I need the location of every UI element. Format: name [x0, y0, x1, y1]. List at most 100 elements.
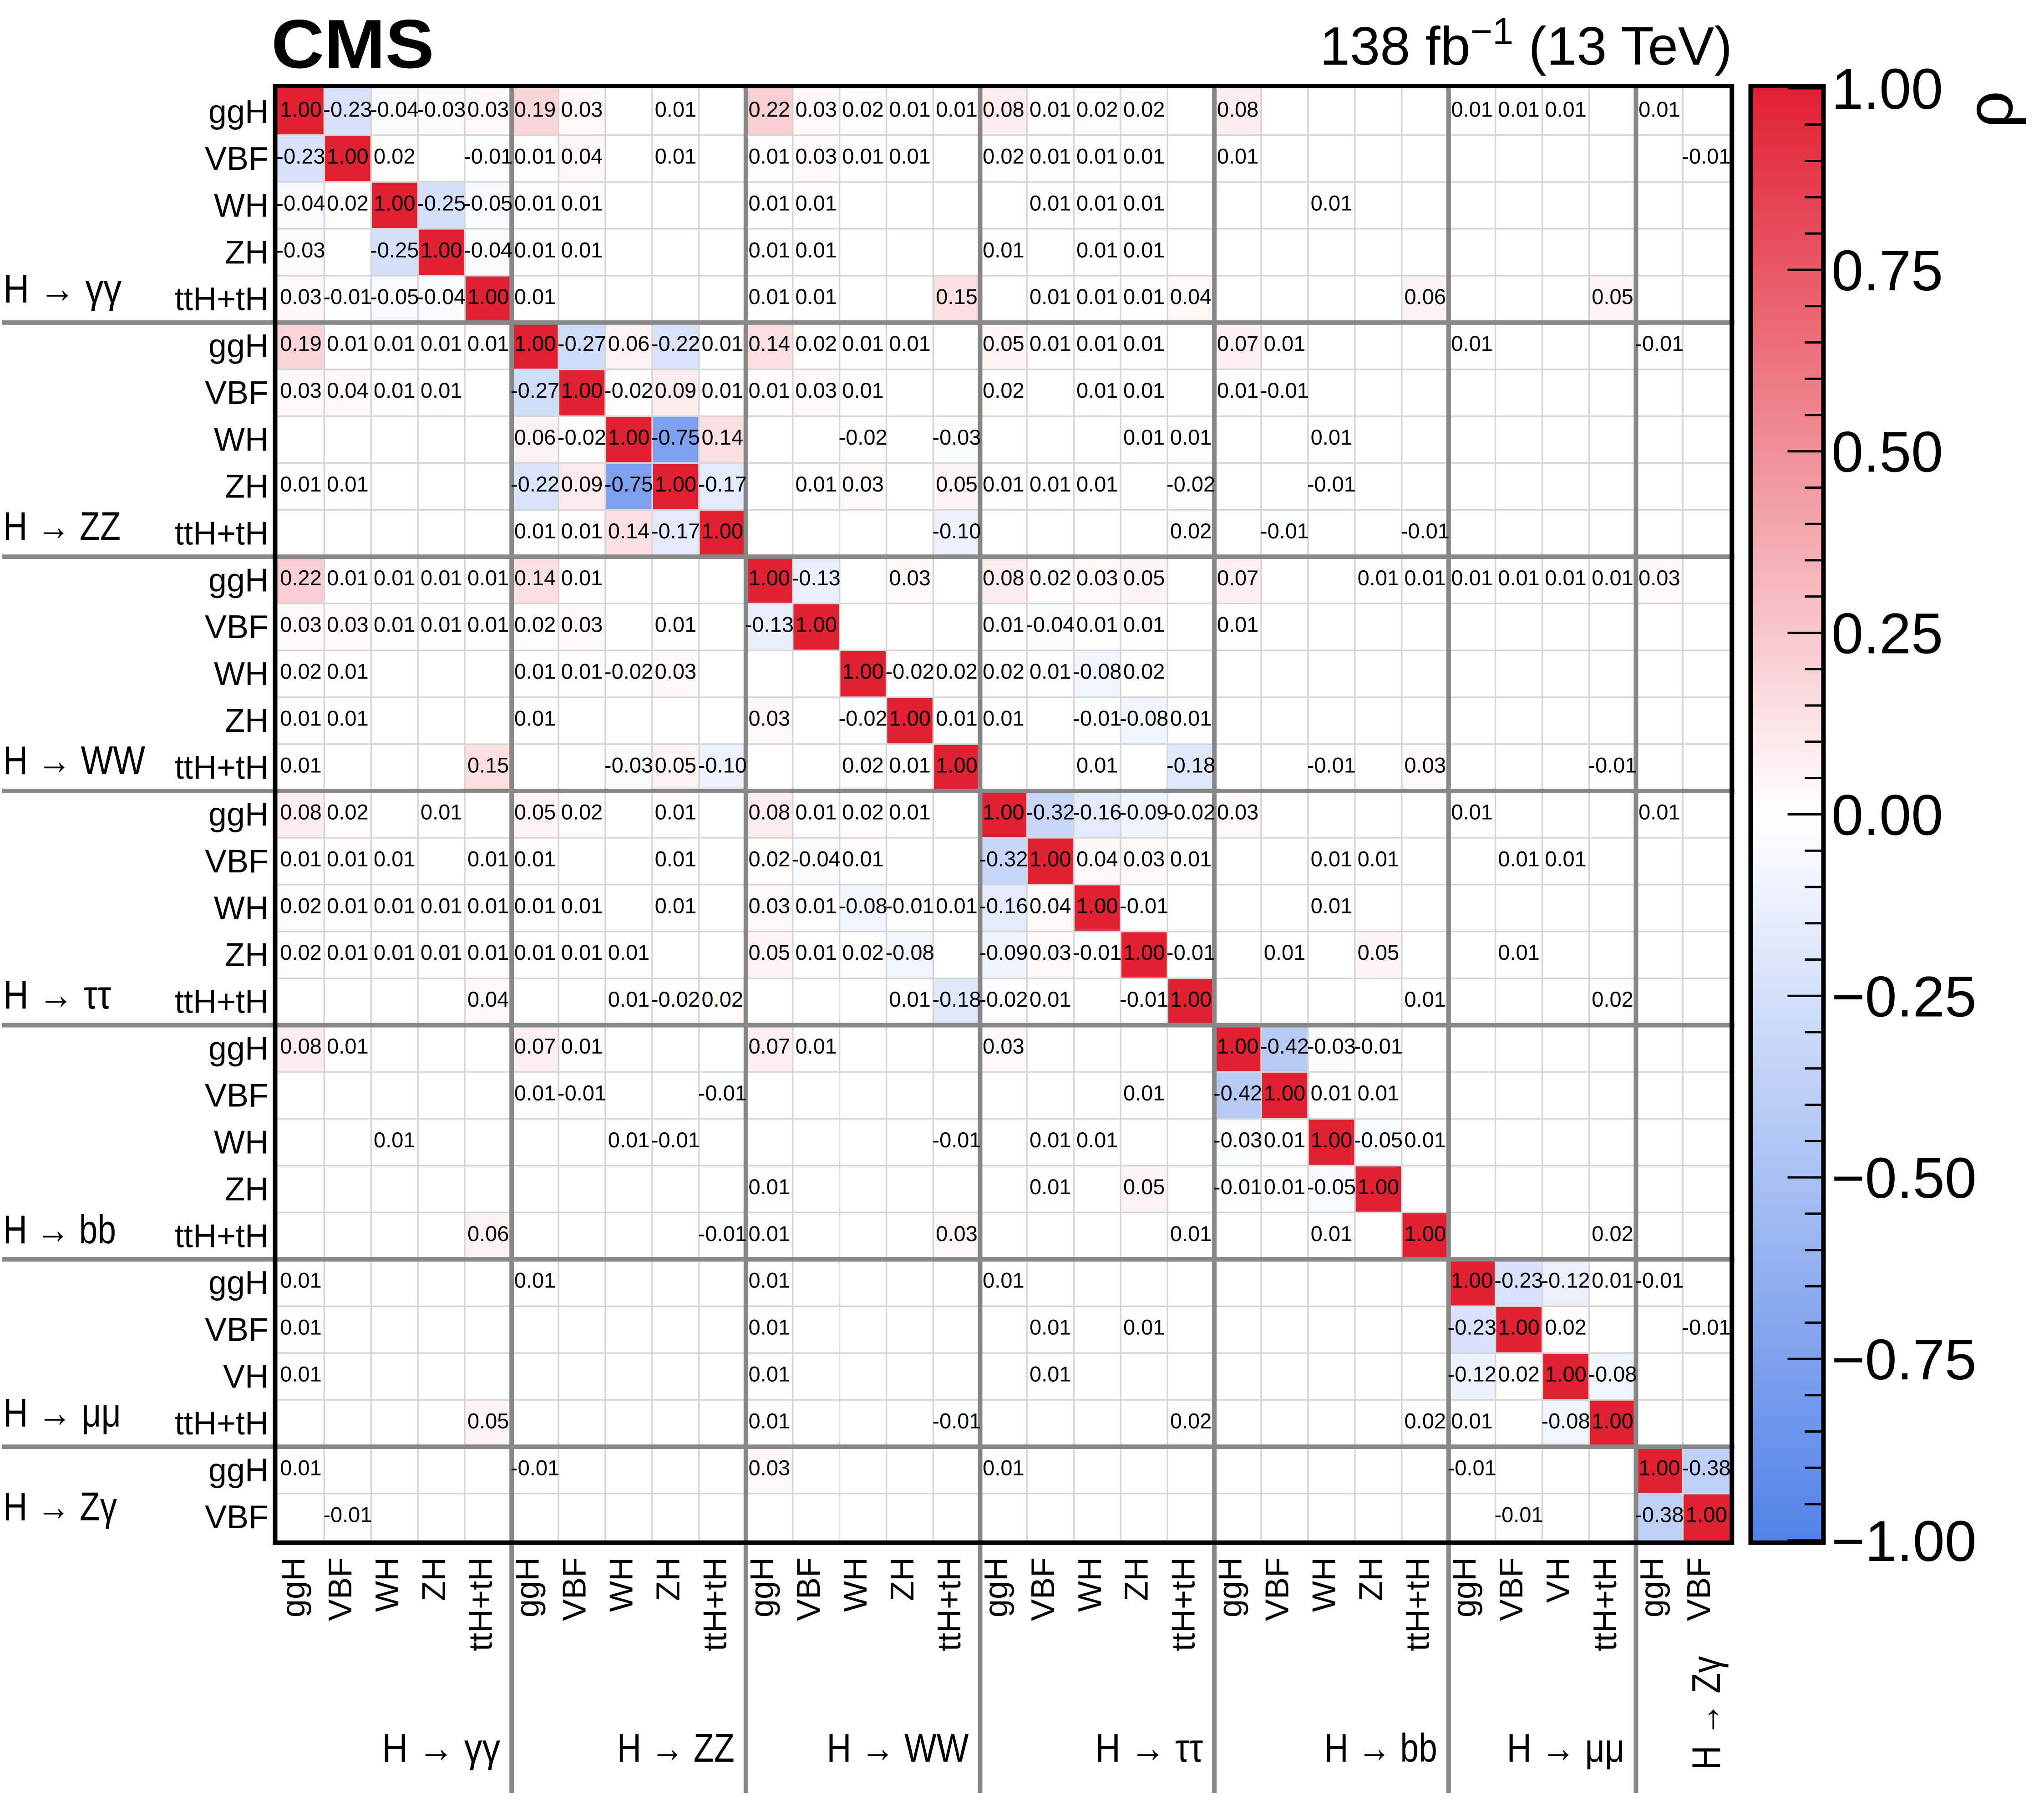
- svg-text:ggH: ggH: [744, 1557, 780, 1617]
- svg-text:−1.00: −1.00: [1831, 1509, 1977, 1573]
- svg-text:-0.01: -0.01: [651, 1128, 700, 1152]
- svg-text:-0.42: -0.42: [1260, 1034, 1309, 1058]
- svg-text:H → ττ: H → ττ: [1095, 1725, 1203, 1770]
- svg-text:WH: WH: [214, 187, 269, 224]
- svg-text:0.01: 0.01: [1123, 613, 1165, 637]
- svg-text:0.01: 0.01: [1123, 144, 1165, 168]
- svg-text:0.04: 0.04: [327, 378, 368, 402]
- svg-text:0.03: 0.03: [749, 706, 790, 730]
- svg-text:0.01: 0.01: [702, 331, 743, 355]
- svg-text:-0.04: -0.04: [276, 191, 325, 215]
- svg-text:0.01: 0.01: [421, 566, 462, 590]
- svg-text:0.03: 0.03: [280, 378, 321, 402]
- svg-text:-0.02: -0.02: [979, 987, 1028, 1011]
- svg-text:0.01: 0.01: [1030, 472, 1071, 496]
- svg-text:0.01: 0.01: [327, 846, 368, 871]
- svg-text:-0.01: -0.01: [932, 1409, 981, 1433]
- svg-text:0.02: 0.02: [983, 378, 1024, 402]
- svg-text:-0.13: -0.13: [792, 566, 841, 590]
- svg-text:WH: WH: [214, 1124, 269, 1160]
- svg-text:0.02: 0.02: [1123, 97, 1165, 122]
- svg-text:0.03: 0.03: [842, 472, 883, 496]
- svg-text:1.00: 1.00: [1592, 1409, 1633, 1433]
- svg-text:1.00: 1.00: [327, 144, 368, 168]
- svg-text:0.01: 0.01: [421, 613, 462, 637]
- svg-text:1.00: 1.00: [795, 613, 837, 637]
- svg-text:0.01: 0.01: [1451, 331, 1492, 355]
- svg-text:0.01: 0.01: [795, 800, 837, 824]
- svg-text:0.07: 0.07: [1217, 566, 1258, 590]
- svg-text:0.01: 0.01: [1264, 1175, 1305, 1199]
- svg-text:-0.23: -0.23: [1448, 1315, 1496, 1339]
- svg-text:0.01: 0.01: [795, 191, 837, 215]
- svg-text:0.08: 0.08: [749, 800, 790, 824]
- svg-text:0.02: 0.02: [842, 753, 883, 777]
- svg-text:-0.22: -0.22: [651, 331, 700, 355]
- svg-text:-0.75: -0.75: [651, 425, 700, 449]
- svg-text:0.01: 0.01: [374, 331, 415, 355]
- svg-text:0.02: 0.02: [514, 613, 556, 637]
- svg-text:0.03: 0.03: [1030, 940, 1071, 964]
- svg-text:H → WW: H → WW: [3, 738, 145, 783]
- svg-text:VBF: VBF: [1259, 1557, 1296, 1621]
- svg-text:ttH+tH: ttH+tH: [1400, 1557, 1436, 1651]
- svg-text:1.00: 1.00: [1831, 57, 1943, 121]
- svg-text:1.00: 1.00: [1685, 1502, 1727, 1526]
- svg-text:0.01: 0.01: [374, 1128, 415, 1152]
- svg-text:0.01: 0.01: [1592, 1268, 1633, 1292]
- svg-text:-0.08: -0.08: [839, 893, 888, 917]
- svg-text:0.01: 0.01: [1358, 566, 1399, 590]
- svg-text:1.00: 1.00: [1076, 893, 1118, 917]
- svg-text:0.01: 0.01: [936, 97, 977, 122]
- svg-text:-0.01: -0.01: [1120, 987, 1168, 1011]
- svg-text:0.19: 0.19: [514, 97, 556, 122]
- svg-text:0.01: 0.01: [561, 1034, 603, 1058]
- svg-text:-0.38: -0.38: [1635, 1502, 1684, 1526]
- svg-text:H → ZZ: H → ZZ: [617, 1725, 735, 1770]
- svg-text:0.04: 0.04: [1170, 284, 1212, 309]
- svg-text:0.01: 0.01: [1030, 1175, 1071, 1199]
- svg-text:0.01: 0.01: [749, 1175, 790, 1199]
- svg-text:0.01: 0.01: [795, 284, 837, 309]
- svg-text:0.01: 0.01: [327, 331, 368, 355]
- svg-text:1.00: 1.00: [1030, 846, 1071, 871]
- svg-text:0.01: 0.01: [514, 893, 556, 917]
- svg-text:ZH: ZH: [225, 468, 269, 505]
- svg-text:0.02: 0.02: [1498, 1362, 1539, 1386]
- svg-text:0.14: 0.14: [608, 519, 649, 543]
- svg-text:0.02: 0.02: [842, 800, 883, 824]
- svg-text:0.01: 0.01: [467, 613, 509, 637]
- svg-text:−0.75: −0.75: [1831, 1328, 1977, 1392]
- svg-text:0.03: 0.03: [655, 659, 696, 684]
- svg-text:ttH+tH: ttH+tH: [175, 1218, 269, 1254]
- svg-text:0.01: 0.01: [1451, 566, 1492, 590]
- svg-text:H → bb: H → bb: [3, 1207, 116, 1252]
- svg-text:0.01: 0.01: [1076, 238, 1118, 262]
- svg-text:0.01: 0.01: [1217, 144, 1258, 168]
- svg-text:0.03: 0.03: [327, 613, 368, 637]
- svg-text:0.01: 0.01: [1123, 191, 1165, 215]
- svg-text:0.01: 0.01: [327, 893, 368, 917]
- svg-text:0.07: 0.07: [1217, 331, 1258, 355]
- svg-text:0.02: 0.02: [1545, 1315, 1586, 1339]
- svg-text:VBF: VBF: [205, 1499, 269, 1535]
- svg-text:0.01: 0.01: [514, 238, 556, 262]
- svg-text:0.01: 0.01: [749, 191, 790, 215]
- svg-text:VBF: VBF: [1025, 1557, 1061, 1621]
- svg-text:1.00: 1.00: [280, 97, 321, 122]
- svg-text:0.06: 0.06: [608, 331, 649, 355]
- svg-text:1.00: 1.00: [1451, 1268, 1492, 1292]
- svg-text:0.01: 0.01: [374, 940, 415, 964]
- svg-text:-0.05: -0.05: [370, 284, 419, 309]
- svg-text:0.01: 0.01: [327, 706, 368, 730]
- svg-text:-0.03: -0.03: [604, 753, 653, 777]
- svg-text:0.07: 0.07: [749, 1034, 790, 1058]
- svg-text:0.01: 0.01: [1030, 1362, 1071, 1386]
- svg-text:-0.23: -0.23: [1495, 1268, 1543, 1292]
- svg-text:1.00: 1.00: [749, 566, 790, 590]
- svg-text:0.02: 0.02: [1076, 97, 1118, 122]
- svg-text:ggH: ggH: [1446, 1557, 1483, 1617]
- svg-text:VBF: VBF: [205, 843, 269, 880]
- svg-text:-0.04: -0.04: [464, 238, 512, 262]
- svg-text:0.19: 0.19: [280, 331, 321, 355]
